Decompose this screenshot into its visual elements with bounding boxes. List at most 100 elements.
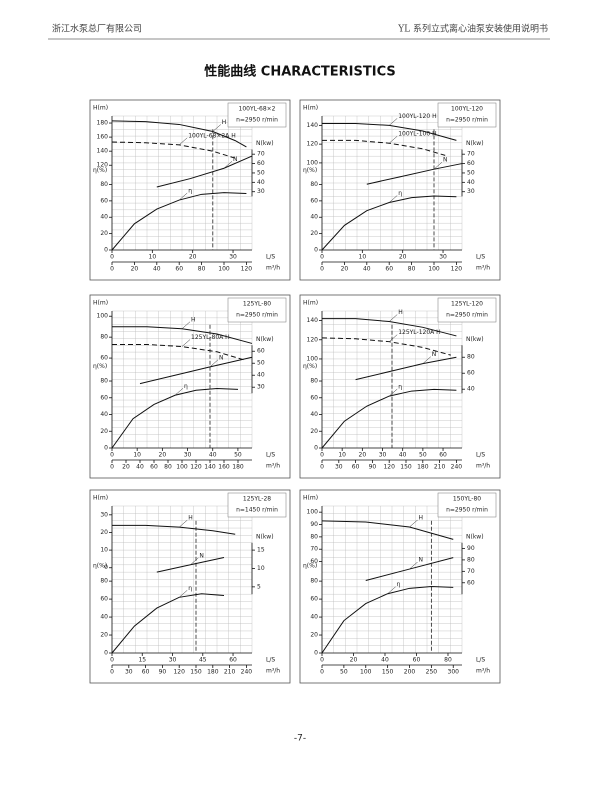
tick-label: 150	[190, 669, 202, 676]
curve-label: H	[188, 515, 193, 522]
tick-label: 50	[419, 452, 427, 459]
efficiency-axis-name: η(%)	[93, 363, 107, 370]
panel-frame	[89, 99, 291, 281]
tick-label: 100	[218, 266, 230, 273]
efficiency-axis-name: η(%)	[303, 167, 317, 174]
tick-label: 80	[100, 334, 108, 341]
curve-leader	[179, 590, 188, 598]
performance-curve	[321, 520, 454, 540]
tick-label: 180	[417, 464, 429, 471]
tick-label: 180	[97, 120, 109, 127]
tick-label: 30	[467, 188, 475, 195]
tick-label: 100	[307, 159, 319, 166]
tick-label: 20	[189, 254, 197, 261]
tick-label: 0	[320, 452, 324, 459]
tick-label: 30	[379, 452, 387, 459]
curve-label: N	[443, 157, 448, 164]
tick-label: 100	[360, 669, 372, 676]
tick-label: 50	[340, 669, 348, 676]
curve-leader	[179, 192, 188, 201]
tick-label: 100	[428, 266, 440, 273]
tick-label: 150	[382, 669, 394, 676]
curve-label: 125YL-120A H	[398, 329, 441, 336]
tick-label: 40	[467, 179, 475, 186]
flow-m3h-name: m³/h	[476, 463, 490, 470]
tick-label: 60	[310, 197, 318, 204]
speed-label: n=2950 r/min	[446, 507, 488, 514]
panel-frame	[299, 99, 501, 281]
curve-leader	[409, 519, 418, 528]
curve-label: η	[397, 581, 401, 588]
tick-label: 30	[100, 511, 108, 518]
tick-label: 60	[150, 464, 158, 471]
head-axis-name: H(m)	[303, 495, 318, 502]
flow-m3h-name: m³/h	[266, 668, 280, 675]
tick-label: 0	[314, 247, 318, 254]
tick-label: 100	[97, 313, 109, 320]
curve-label: N	[419, 557, 424, 564]
tick-label: 10	[359, 254, 367, 261]
tick-label: 20	[399, 254, 407, 261]
tick-label: 0	[320, 669, 324, 676]
flow-ls-name: L/S	[266, 254, 275, 261]
panel-frame	[89, 489, 291, 684]
tick-label: 80	[100, 181, 108, 188]
power-axis-name: N(kw)	[466, 336, 484, 343]
tick-label: 80	[310, 378, 318, 385]
power-axis-name: N(kw)	[256, 533, 274, 540]
tick-label: 30	[169, 657, 177, 664]
tick-label: 90	[310, 521, 318, 528]
tick-label: 15	[138, 657, 146, 664]
flow-ls-name: L/S	[266, 657, 275, 664]
performance-curve	[156, 155, 253, 188]
tick-label: 80	[444, 657, 452, 664]
tick-label: 40	[136, 464, 144, 471]
curve-label: η	[184, 383, 188, 390]
model-box	[437, 102, 497, 128]
tick-label: 80	[467, 556, 475, 563]
speed-label: n=1450 r/min	[236, 507, 278, 514]
curve-leader	[389, 388, 398, 397]
model-box	[437, 297, 497, 323]
tick-label: 150	[400, 464, 412, 471]
panel-frame	[299, 294, 501, 479]
curve-leader	[389, 334, 398, 342]
model-box	[227, 102, 287, 128]
curve-label: 100YL-100 H	[398, 131, 436, 138]
head-axis-name: H(m)	[93, 300, 108, 307]
tick-label: 60	[413, 657, 421, 664]
tick-label: 180	[232, 464, 244, 471]
tick-label: 200	[404, 669, 416, 676]
tick-label: 50	[467, 169, 475, 176]
tick-label: 60	[142, 669, 150, 676]
tick-label: 120	[97, 162, 109, 169]
speed-label: n=2950 r/min	[236, 312, 278, 319]
curve-label: H	[222, 119, 227, 126]
tick-label: 240	[241, 669, 253, 676]
tick-label: 70	[257, 151, 265, 158]
tick-label: 60	[100, 197, 108, 204]
tick-label: 20	[310, 230, 318, 237]
curve-leader	[181, 339, 191, 347]
curve-leader	[179, 519, 188, 528]
tick-label: 60	[229, 657, 237, 664]
speed-label: n=2950 r/min	[236, 117, 278, 124]
curve-label: η	[188, 585, 192, 592]
tick-label: 20	[310, 428, 318, 435]
tick-label: 80	[310, 181, 318, 188]
tick-label: 180	[207, 669, 219, 676]
model-label: 125YL-28	[243, 496, 271, 503]
tick-label: 60	[467, 579, 475, 586]
flow-ls-name: L/S	[476, 657, 485, 664]
tick-label: 30	[335, 464, 343, 471]
panel-frame	[89, 294, 291, 479]
tick-label: 90	[467, 545, 475, 552]
tick-label: 20	[131, 266, 139, 273]
tick-label: 100	[176, 464, 188, 471]
tick-label: 0	[104, 650, 108, 657]
model-label: 100YL-120	[451, 106, 483, 113]
head-axis-name: H(m)	[303, 300, 318, 307]
tick-label: 60	[467, 160, 475, 167]
tick-label: 60	[385, 266, 393, 273]
